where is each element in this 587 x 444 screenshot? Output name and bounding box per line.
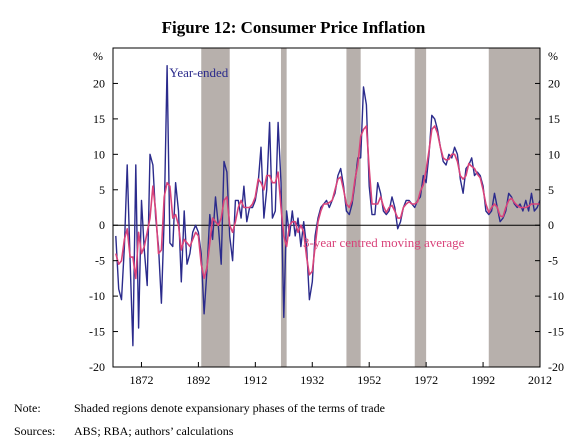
y-tick-label-right: -10: [548, 289, 564, 303]
tick-labels-group: -20 -20 -15 -15 -10 -10 -5 -5 0 0 5 5 10 10 15 15 20 20%%…: [89, 49, 564, 387]
x-tick-label: 1872: [129, 373, 153, 387]
note-row: Note: Shaded regions denote expansionary …: [14, 401, 385, 416]
series-line-year-ended: [115, 64, 541, 347]
y-tick-label-left: -10: [89, 289, 105, 303]
tick-marks-group: [113, 82, 541, 368]
y-tick-label-left: -15: [89, 325, 105, 339]
y-tick-label-right: -20: [548, 360, 564, 374]
plot-frame: [112, 47, 541, 368]
y-tick-label-right: 15: [548, 112, 560, 126]
x-tick-label: 1992: [471, 373, 495, 387]
x-tick-label: 1892: [186, 373, 210, 387]
annotation-moving-average: 3-year centred moving average: [303, 235, 465, 250]
series-line-moving-average: [115, 125, 540, 280]
y-unit-right: %: [548, 49, 558, 63]
y-tick-label-left: 20: [93, 76, 105, 90]
y-tick-label-right: 10: [548, 147, 560, 161]
sources-row: Sources: ABS; RBA; authors’ calculations: [14, 424, 233, 439]
note-text: Shaded regions denote expansionary phase…: [74, 401, 385, 415]
y-unit-left: %: [93, 49, 103, 63]
y-tick-label-left: -20: [89, 360, 105, 374]
y-tick-label-left: 5: [99, 183, 105, 197]
y-tick-label-right: 20: [548, 76, 560, 90]
y-tick-label-left: -5: [95, 254, 105, 268]
chart-title: Figure 12: Consumer Price Inflation: [161, 18, 426, 37]
y-tick-label-left: 0: [99, 218, 105, 232]
y-tick-label-right: 0: [548, 218, 554, 232]
expansion-shading-group: [201, 48, 540, 367]
x-tick-label: 1912: [243, 373, 267, 387]
y-tick-label-right: -5: [548, 254, 558, 268]
annotation-year-ended: Year-ended: [169, 65, 229, 80]
x-tick-label: 1972: [414, 373, 438, 387]
x-tick-label: 1932: [300, 373, 324, 387]
x-tick-label: 1952: [357, 373, 381, 387]
expansion-shade: [414, 48, 427, 367]
y-tick-label-left: 15: [93, 112, 105, 126]
x-tick-label: 2012: [528, 373, 552, 387]
sources-label: Sources:: [14, 424, 56, 438]
note-label: Note:: [14, 401, 41, 415]
y-tick-label-left: 10: [93, 147, 105, 161]
expansion-shade: [201, 48, 230, 367]
expansion-shade: [346, 48, 361, 367]
y-tick-label-right: -15: [548, 325, 564, 339]
series-layer: [115, 64, 541, 347]
sources-text: ABS; RBA; authors’ calculations: [74, 424, 234, 438]
y-tick-label-right: 5: [548, 183, 554, 197]
expansion-shade: [280, 48, 287, 367]
annotations-group: Year-ended 3-year centred moving average: [169, 65, 464, 250]
